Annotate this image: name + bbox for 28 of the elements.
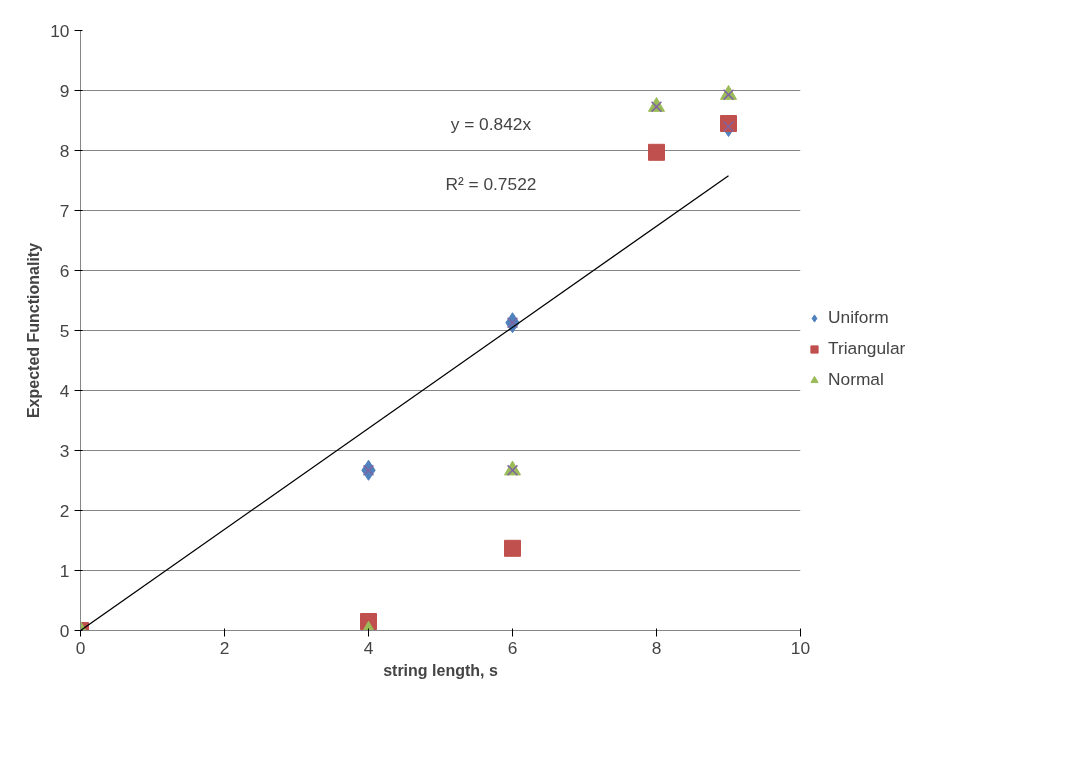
- point: [504, 539, 521, 557]
- y-tick-label: 5: [59, 320, 70, 341]
- x-tick-label: 0: [75, 637, 86, 658]
- point: [506, 464, 519, 476]
- x-tick-label: 2: [219, 637, 230, 658]
- x-axis-title: string length, s: [383, 661, 498, 679]
- annotation: y = 0.842x: [450, 113, 532, 134]
- y-tick-label: 10: [50, 20, 70, 41]
- y-tick-label: 8: [59, 140, 70, 161]
- legend-label: Triangular: [828, 338, 906, 359]
- y-axis-title: Expected Functionality: [25, 242, 43, 419]
- y-tick-label: 0: [59, 620, 70, 641]
- y-tick-label: 3: [59, 440, 70, 461]
- annotation: R² = 0.7522: [445, 173, 537, 194]
- x-tick-label: 4: [363, 637, 374, 658]
- legend-label: Normal: [828, 369, 884, 390]
- point: [722, 120, 735, 133]
- y-tick-label: 4: [59, 380, 70, 401]
- y-tick-label: 9: [59, 80, 70, 101]
- x-tick-label: 6: [507, 637, 518, 658]
- legend-label: Uniform: [828, 307, 889, 328]
- y-tick-label: 6: [59, 260, 70, 281]
- x-tick-label: 10: [790, 637, 811, 658]
- y-tick-label: 1: [59, 560, 70, 581]
- x-tick-label: 8: [651, 637, 662, 658]
- point: [648, 143, 665, 161]
- y-tick-label: 7: [59, 200, 70, 221]
- y-tick-label: 2: [59, 500, 70, 521]
